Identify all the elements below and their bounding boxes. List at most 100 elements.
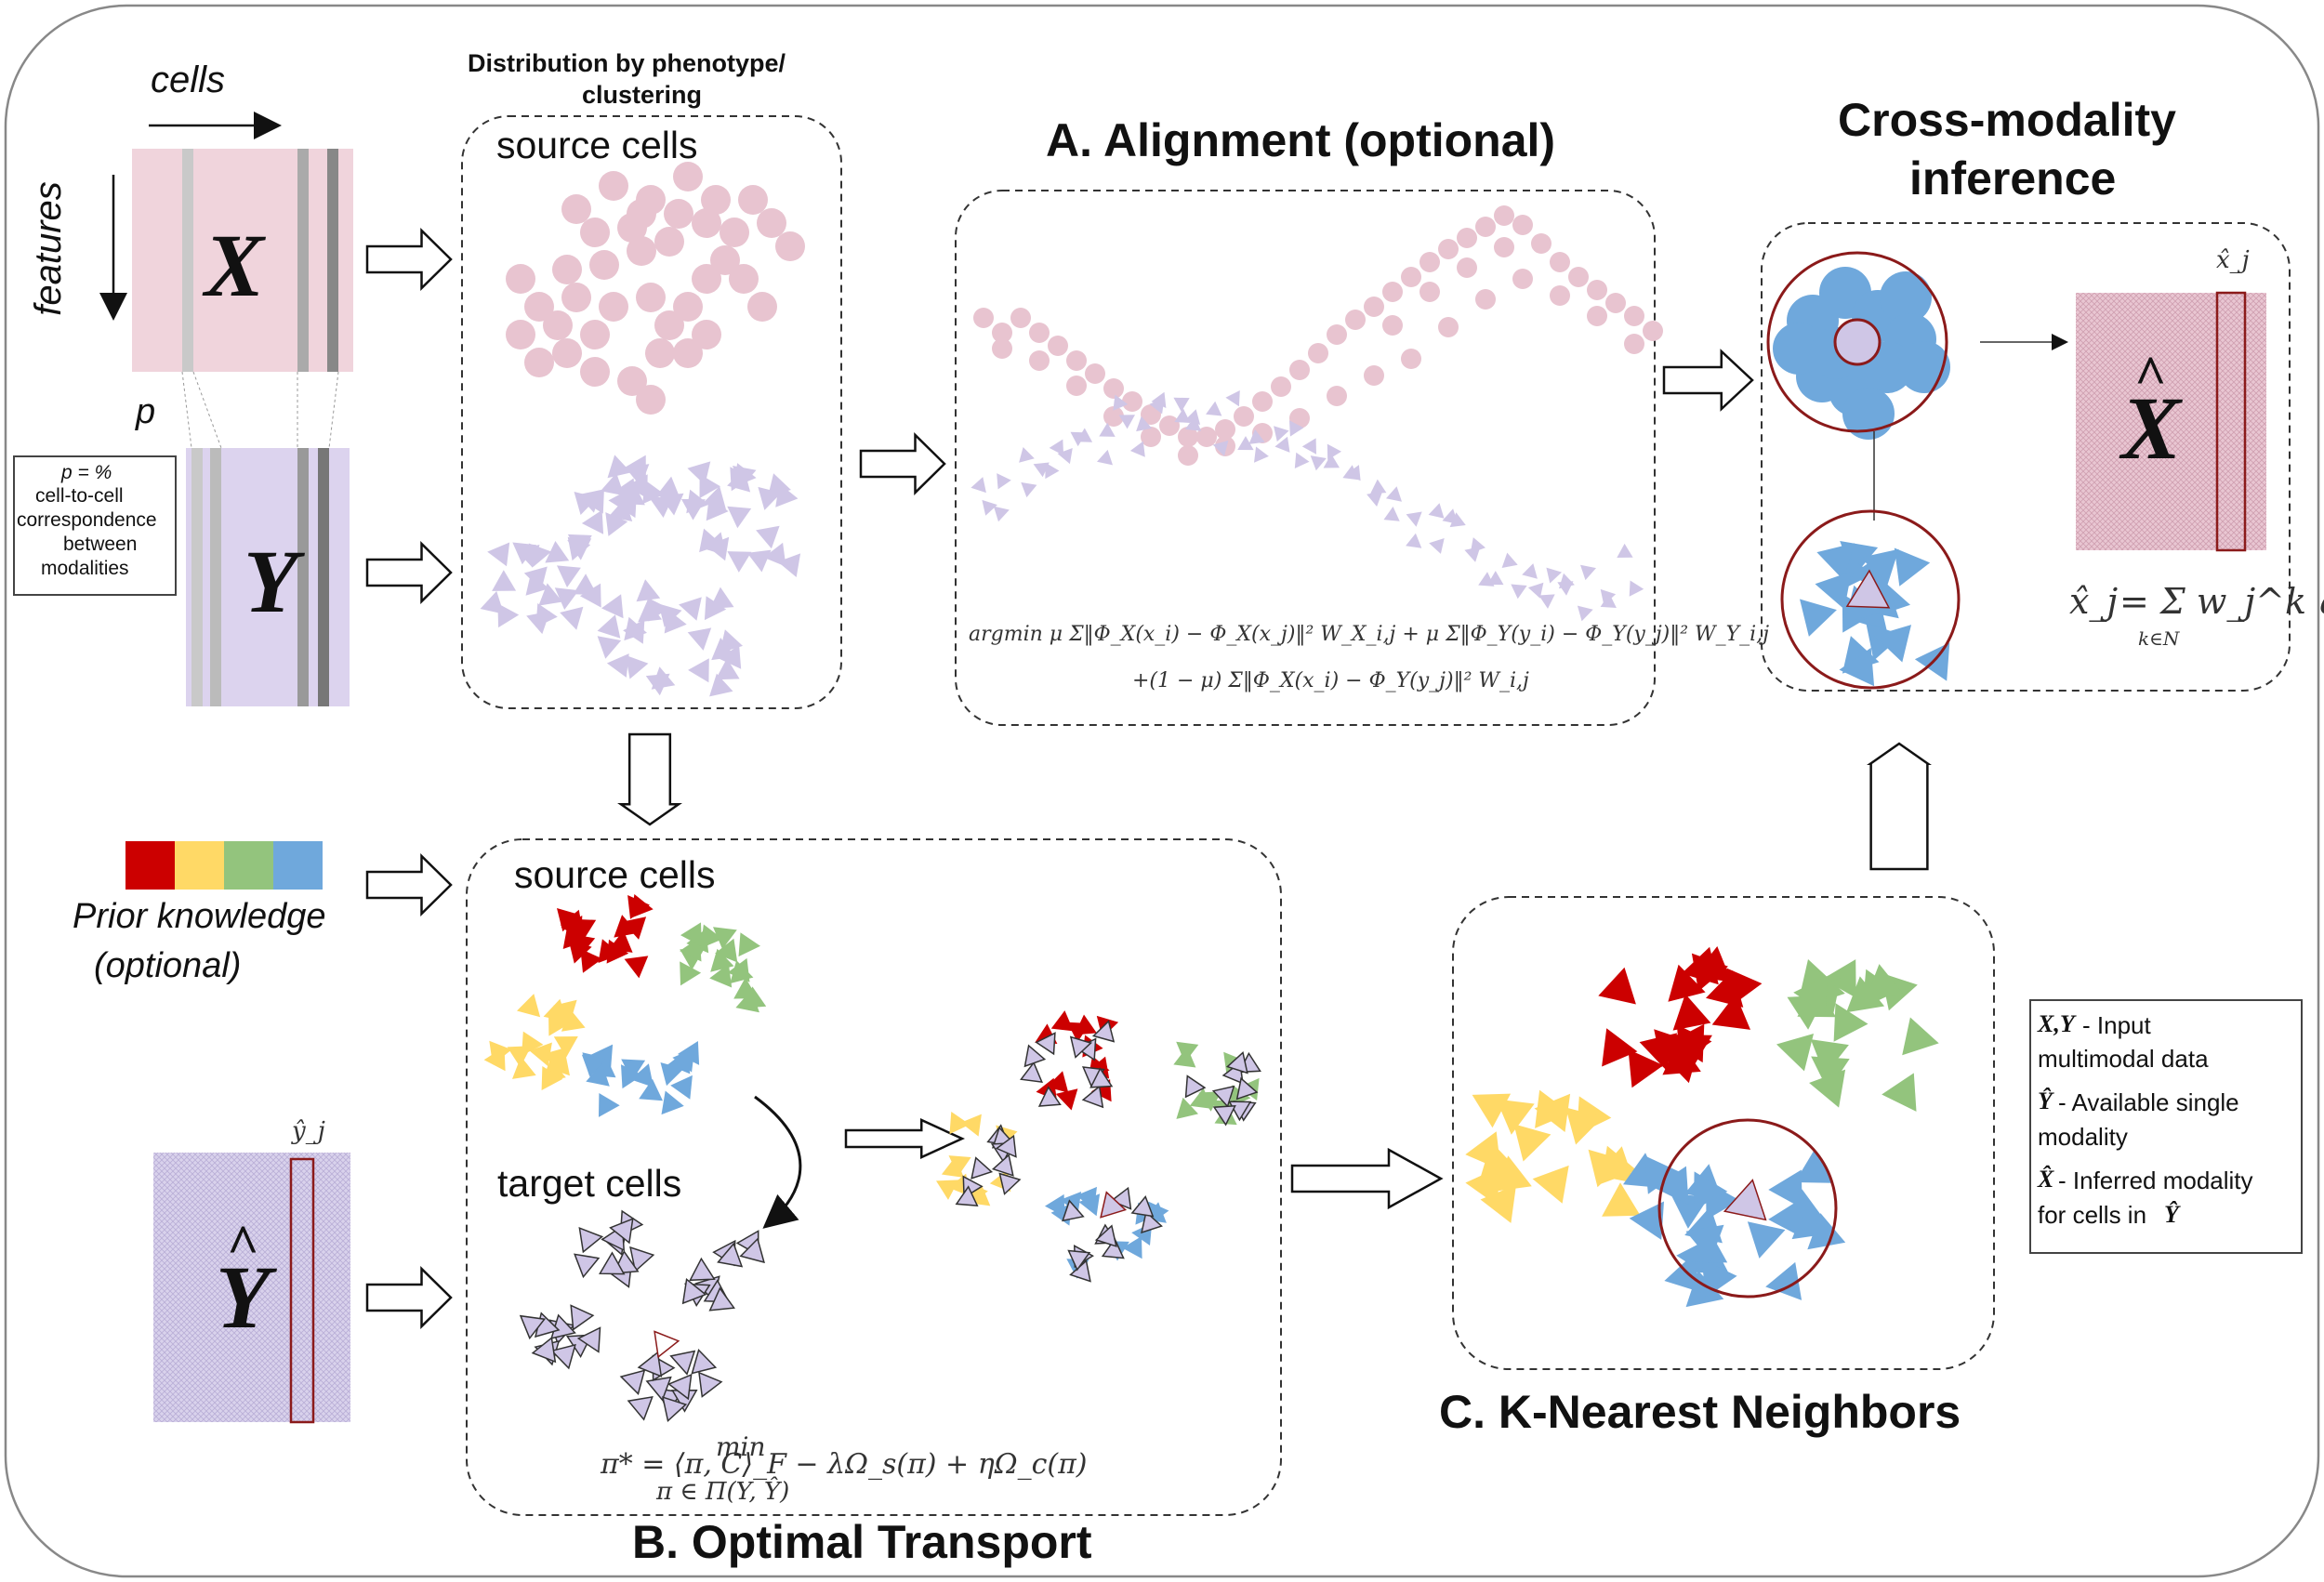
knn-triangle: [1535, 1089, 1571, 1128]
source-cell-dot: [738, 185, 768, 215]
ot-source-triangle: [627, 895, 650, 919]
source-cell-triangle: [756, 525, 780, 549]
aligned-triangle: [1370, 479, 1387, 494]
knn-triangle: [1833, 1003, 1868, 1042]
knn-triangle: [1628, 1048, 1664, 1088]
p-note-line3: correspondence: [17, 509, 157, 531]
legend-xy-symbol: X,Y: [2038, 1010, 2075, 1037]
ot-title: B. Optimal Transport: [632, 1516, 1092, 1568]
aligned-triangle: [1184, 415, 1202, 431]
source-cell-dot: [636, 283, 666, 312]
knn-triangle: [1472, 1093, 1512, 1128]
source-cell-triangle: [526, 611, 550, 635]
legend-xhat-text1: - Inferred modality: [2058, 1167, 2253, 1194]
aligned-dot: [1550, 252, 1570, 272]
source-cell-dot: [701, 185, 731, 215]
aligned-dot: [1624, 306, 1644, 326]
knn-clusters: [1465, 946, 1939, 1308]
source-cell-triangle: [711, 638, 735, 661]
knn-triangle: [1602, 1028, 1638, 1067]
aligned-dot: [1605, 293, 1626, 313]
knn-triangle: [1644, 1155, 1680, 1194]
source-cell-dot: [729, 264, 759, 294]
source-cell-triangle: [706, 536, 730, 561]
aligned-triangle: [1019, 447, 1035, 463]
yhat-matrix-letter: Y: [216, 1247, 271, 1347]
aligned-triangle: [1070, 431, 1087, 447]
ot-target-triangle: [627, 1395, 654, 1421]
knn-triangle: [1902, 1017, 1939, 1056]
ot-target-triangle: [578, 1227, 604, 1254]
aligned-triangle: [1429, 538, 1445, 554]
aligned-dot: [1029, 350, 1050, 371]
source-cell-dot: [589, 250, 619, 280]
prior-color-swatch: [125, 841, 175, 890]
ot-source-triangle: [639, 1078, 663, 1101]
source-cell-triangle: [557, 565, 581, 587]
neighbor-triangle: [1815, 571, 1852, 610]
aligned-triangle: [1600, 593, 1617, 608]
source-cell-triangle: [601, 594, 624, 619]
aligned-triangle: [1442, 508, 1459, 524]
aligned-triangle: [971, 477, 986, 494]
aligned-dot: [1215, 419, 1235, 440]
knn-triangle: [1794, 1149, 1834, 1183]
hollow-arrow: [1867, 742, 1932, 871]
transported-triangle: [1081, 1085, 1104, 1109]
aligned-dot: [1475, 289, 1496, 310]
source-cells-y-triangles: [480, 455, 801, 697]
ot-source-triangle: [547, 1051, 570, 1076]
ot-source-clusters: [483, 894, 767, 1117]
aligned-dot: [1308, 343, 1328, 363]
ot-target-triangle: [669, 1350, 696, 1376]
ot-source-triangle: [680, 922, 702, 947]
knn-triangle: [1493, 1155, 1532, 1192]
source-cell-triangle: [746, 549, 772, 573]
knn-triangle: [1598, 967, 1636, 1005]
ot-source-triangle: [730, 960, 754, 984]
ot-target-triangle: [661, 1396, 688, 1423]
ot-source-triangle: [522, 1031, 544, 1056]
aligned-dot: [1252, 391, 1273, 412]
transported-triangle: [1212, 1104, 1236, 1127]
source-cells-label-ot: source cells: [514, 853, 716, 896]
p-label: p: [136, 392, 156, 431]
neighbor-circle-bottom: [1780, 509, 1961, 690]
aligned-triangle: [1225, 390, 1240, 407]
source-cell-dot: [599, 292, 628, 322]
ot-source-triangle: [742, 986, 767, 1009]
ot-source-triangle: [709, 963, 733, 988]
xhat-matrix-letter: X: [2121, 378, 2182, 478]
aligned-dot: [1419, 282, 1440, 302]
knn-triangle: [1693, 1171, 1728, 1210]
aligned-dot: [1122, 391, 1142, 412]
aligned-triangle: [1021, 481, 1037, 498]
source-cell-triangle: [715, 658, 740, 680]
source-cell-dot: [645, 338, 675, 368]
ot-source-triangle: [580, 948, 603, 973]
source-cell-triangle: [492, 570, 517, 591]
aligned-dot: [1401, 267, 1421, 287]
neighbor-dot: [1880, 271, 1932, 323]
knn-triangle: [1776, 1034, 1814, 1072]
ot-source-triangle: [529, 1042, 552, 1067]
aligned-triangle: [1323, 454, 1340, 468]
ot-source-triangle: [661, 1090, 684, 1115]
aligned-triangle: [997, 473, 1011, 490]
hollow-arrow: [859, 432, 946, 495]
source-cell-triangle: [607, 455, 631, 479]
source-cell-dot: [636, 385, 666, 415]
source-cell-dot: [673, 162, 703, 191]
aligned-triangle: [1577, 605, 1593, 622]
aligned-triangle: [1173, 397, 1190, 412]
ot-target-triangle: [717, 1242, 744, 1268]
transported-triangle: [1069, 1035, 1092, 1059]
aligned-dot: [1512, 269, 1533, 289]
legend-xhat-text2: for cells in: [2038, 1201, 2147, 1229]
aligned-triangle: [1310, 455, 1327, 471]
legend-yhat-symbol: Ŷ: [2038, 1088, 2053, 1114]
transported-triangle: [949, 1112, 971, 1135]
aligned-triangle: [1501, 552, 1518, 568]
ot-source-triangle: [621, 1064, 643, 1089]
source-cell-dot: [654, 227, 684, 257]
